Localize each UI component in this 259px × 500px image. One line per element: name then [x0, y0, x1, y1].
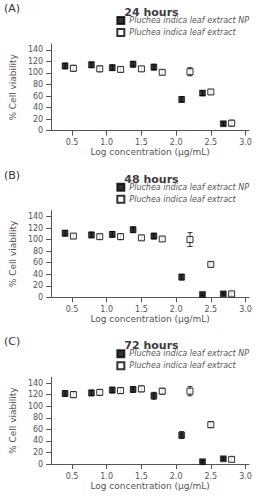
svg-text:1.0: 1.0	[100, 472, 113, 481]
svg-text:40: 40	[33, 103, 43, 112]
svg-text:(A): (A)	[4, 2, 20, 15]
svg-text:140: 140	[28, 45, 43, 54]
svg-text:60: 60	[33, 92, 43, 101]
svg-text:40: 40	[33, 436, 43, 445]
svg-text:Pluchea indica leaf extract NP: Pluchea indica leaf extract NP	[129, 182, 249, 192]
svg-text:20: 20	[33, 115, 43, 124]
svg-text:120: 120	[28, 57, 43, 66]
svg-text:0.5: 0.5	[66, 305, 79, 314]
svg-text:2.0: 2.0	[170, 472, 183, 481]
svg-text:3.0: 3.0	[239, 472, 252, 481]
svg-text:3.0: 3.0	[239, 138, 252, 147]
svg-text:1.5: 1.5	[135, 138, 148, 147]
svg-text:0.5: 0.5	[66, 472, 79, 481]
svg-text:0.5: 0.5	[66, 138, 79, 147]
svg-text:140: 140	[28, 212, 43, 221]
svg-text:40: 40	[33, 270, 43, 279]
svg-text:100: 100	[28, 68, 43, 77]
svg-text:2.0: 2.0	[170, 305, 183, 314]
svg-text:80: 80	[33, 413, 43, 422]
svg-text:120: 120	[28, 390, 43, 399]
svg-text:80: 80	[33, 80, 43, 89]
svg-text:Pluchea indica leaf extract: Pluchea indica leaf extract	[129, 361, 236, 370]
svg-text:Pluchea indica leaf extract: Pluchea indica leaf extract	[129, 195, 236, 204]
svg-text:Log concentration (μg/mL): Log concentration (μg/mL)	[90, 481, 209, 491]
svg-text:Pluchea indica leaf extract: Pluchea indica leaf extract	[129, 28, 236, 37]
svg-text:1.0: 1.0	[100, 305, 113, 314]
svg-text:1.5: 1.5	[135, 305, 148, 314]
svg-text:Log concentration (μg/mL): Log concentration (μg/mL)	[90, 147, 209, 157]
svg-text:24 hours: 24 hours	[124, 6, 179, 19]
svg-text:100: 100	[28, 402, 43, 411]
svg-text:100: 100	[28, 235, 43, 244]
svg-text:(B): (B)	[4, 169, 20, 182]
svg-text:(C): (C)	[4, 335, 20, 348]
svg-text:Pluchea indica leaf extract NP: Pluchea indica leaf extract NP	[129, 349, 249, 359]
svg-text:120: 120	[28, 224, 43, 233]
svg-text:3.0: 3.0	[239, 305, 252, 314]
svg-text:20: 20	[33, 448, 43, 457]
svg-text:% Cell viability: % Cell viability	[8, 53, 18, 120]
svg-text:1.5: 1.5	[135, 472, 148, 481]
svg-text:2.5: 2.5	[204, 472, 217, 481]
svg-text:60: 60	[33, 425, 43, 434]
svg-text:60: 60	[33, 258, 43, 267]
svg-text:1.0: 1.0	[100, 138, 113, 147]
svg-text:48 hours: 48 hours	[124, 173, 179, 186]
svg-text:Log concentration (μg/mL): Log concentration (μg/mL)	[90, 314, 209, 324]
svg-text:20: 20	[33, 281, 43, 290]
svg-text:% Cell viability: % Cell viability	[8, 387, 18, 454]
svg-text:2.5: 2.5	[204, 305, 217, 314]
svg-text:2.5: 2.5	[204, 138, 217, 147]
svg-text:0: 0	[38, 126, 43, 135]
svg-text:% Cell viability: % Cell viability	[8, 220, 18, 287]
svg-text:Pluchea indica leaf extract NP: Pluchea indica leaf extract NP	[129, 16, 249, 25]
svg-text:140: 140	[28, 379, 43, 388]
svg-text:80: 80	[33, 247, 43, 256]
svg-text:0: 0	[38, 460, 43, 469]
svg-text:2.0: 2.0	[170, 138, 183, 147]
svg-text:72 hours: 72 hours	[124, 339, 179, 352]
svg-text:0: 0	[38, 293, 43, 302]
